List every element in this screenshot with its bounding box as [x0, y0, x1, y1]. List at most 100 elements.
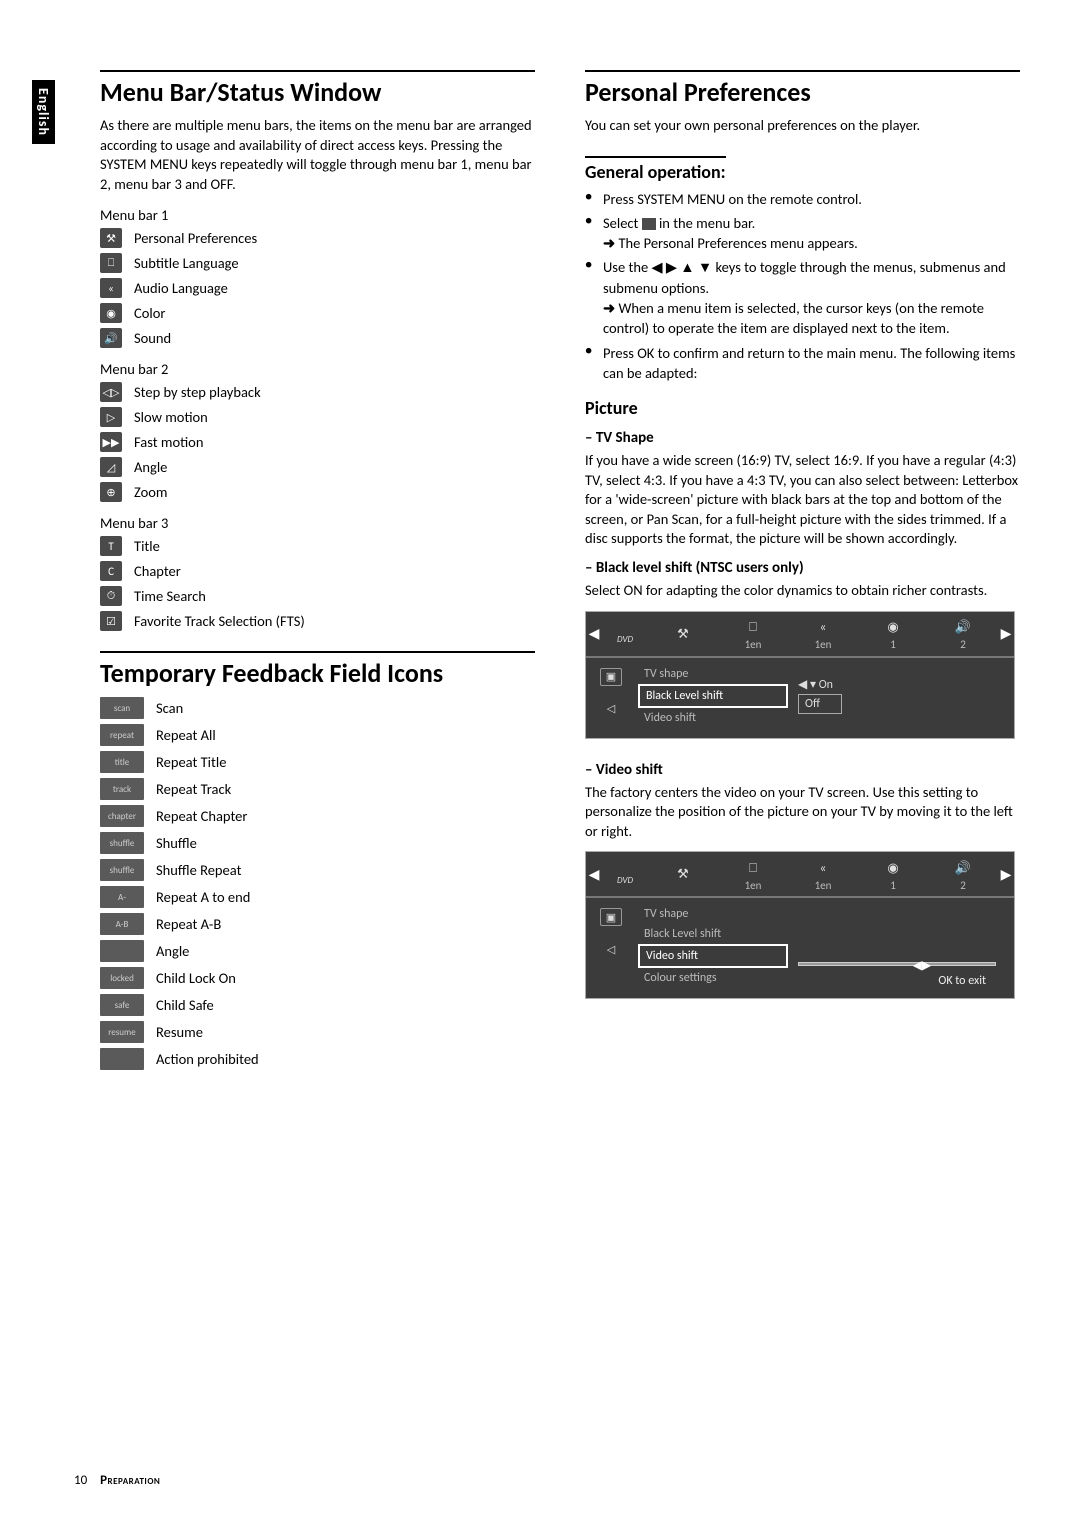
menu-label: Color — [134, 304, 165, 322]
osd-option: TV shape — [638, 664, 788, 684]
list-item: ◁▷ Step by step playback — [100, 382, 535, 402]
menu-icon: A- — [100, 886, 144, 908]
menu-label: Repeat Chapter — [156, 807, 247, 825]
osd-option-selected: Video shift — [638, 944, 788, 968]
menu-label: Favorite Track Selection (FTS) — [134, 612, 305, 630]
osd-slider-thumb: ◀▶ — [913, 958, 931, 973]
osd-top-label: 1 — [890, 638, 896, 651]
menu-icon — [100, 1048, 144, 1070]
menu-label: Shuffle Repeat — [156, 861, 241, 879]
menu-icon: T — [100, 536, 122, 556]
osd-option: Colour settings — [638, 968, 788, 988]
menu-label: Slow motion — [134, 408, 208, 426]
osd-top-label: 2 — [960, 638, 966, 651]
menu-icon: shuffle — [100, 859, 144, 881]
osd-top-icon: ⚒ — [648, 627, 718, 642]
list-item: shuffle Shuffle Repeat — [100, 859, 535, 881]
list-item: T Title — [100, 536, 535, 556]
list-item: ◉Color — [100, 303, 535, 323]
video-shift-body: The factory centers the video on your TV… — [585, 783, 1020, 842]
menu-label: Angle — [134, 458, 167, 476]
list-item: ⎕Subtitle Language — [100, 253, 535, 273]
osd-option: TV shape — [638, 904, 788, 924]
list-item: 🔊Sound — [100, 328, 535, 348]
menu-label: Audio Language — [134, 279, 228, 297]
bullet-2: Select in the menu bar. The Personal Pre… — [585, 213, 1020, 254]
osd-nav-right-icon: ▶ — [998, 866, 1014, 883]
menu-icon: repeat — [100, 724, 144, 746]
list-item: repeat Repeat All — [100, 724, 535, 746]
menu-label: Action prohibited — [156, 1050, 259, 1068]
list-item: A-Repeat A to end — [100, 886, 535, 908]
osd-option-selected: Black Level shift — [638, 684, 788, 708]
list-item: scanScan — [100, 697, 535, 719]
osd-ok-exit: OK to exit — [798, 974, 1006, 988]
osd-top-icon: ◉ — [858, 620, 928, 635]
osd-left-icon: ◁ — [600, 940, 622, 958]
menu-icon: C — [100, 561, 122, 581]
menu-label: Child Lock On — [156, 969, 236, 987]
heading-menu-bar: Menu Bar/Status Window — [100, 70, 535, 108]
osd-option: Video shift — [638, 708, 788, 728]
bullet-1: Press SYSTEM MENU on the remote control. — [585, 189, 1020, 209]
menu-icon: chapter — [100, 805, 144, 827]
list-item: ▶▶Fast motion — [100, 432, 535, 452]
picture-head: Picture — [585, 397, 1020, 419]
menu-label: Repeat A-B — [156, 915, 221, 933]
pp-intro: You can set your own personal preference… — [585, 116, 1020, 136]
menubar3-label: Menu bar 3 — [100, 514, 535, 532]
menu-label: Personal Preferences — [134, 229, 257, 247]
intro-text: As there are multiple menu bars, the ite… — [100, 116, 535, 194]
menu-label: Step by step playback — [134, 383, 261, 401]
list-item: chapter Repeat Chapter — [100, 805, 535, 827]
menu-icon: ⊕ — [100, 482, 122, 502]
osd-left-icon: ▣ — [600, 908, 622, 926]
osd-video-shift: ◀ DVD ⚒ ⎕1en «1en ◉1 🔊2 ▶ ▣ ◁ TV shape B… — [585, 851, 1015, 999]
menu-icon: ⏱ — [100, 586, 122, 606]
page-section-label: Preparation — [100, 1473, 160, 1488]
menu-label: Title — [134, 537, 160, 555]
menu-icon: resume — [100, 1021, 144, 1043]
list-item: ⚒Personal Preferences — [100, 228, 535, 248]
arrow-2: The Personal Preferences menu appears. — [603, 233, 1020, 253]
osd-left-icon: ▣ — [600, 668, 622, 686]
osd-top-icon: ◉ — [858, 861, 928, 876]
osd-top-icon: ⎕ — [718, 620, 788, 635]
menu-label: Repeat All — [156, 726, 216, 744]
menubar2-label: Menu bar 2 — [100, 360, 535, 378]
black-level-body: Select ON for adapting the color dynamic… — [585, 581, 1020, 601]
osd-top-icon: ⎕ — [718, 861, 788, 876]
osd-nav-left-icon: ◀ — [586, 866, 602, 883]
osd-top-icon: « — [788, 620, 858, 635]
menu-icon: « — [100, 278, 122, 298]
heading-personal-prefs: Personal Preferences — [585, 70, 1020, 108]
osd-top-icon: 🔊 — [928, 861, 998, 876]
osd-slider: ◀▶ — [798, 962, 996, 966]
menu-label: Scan — [156, 699, 183, 717]
osd-top-label: 1en — [815, 638, 832, 651]
list-item: ◿Angle — [100, 457, 535, 477]
osd-top-label: 1en — [745, 879, 762, 892]
osd-value-off: Off — [798, 694, 842, 714]
menu-label: Zoom — [134, 483, 167, 501]
bullet-3: Use the ◀ ▶ ▲ ▼ keys to toggle through t… — [585, 257, 1020, 338]
list-item: safeChild Safe — [100, 994, 535, 1016]
menu-icon: ◁▷ — [100, 382, 122, 402]
arrow-3: When a menu item is selected, the cursor… — [603, 298, 1020, 339]
list-item: Action prohibited — [100, 1048, 535, 1070]
menu-label: Resume — [156, 1023, 203, 1041]
bullet-4: Press OK to confirm and return to the ma… — [585, 343, 1020, 384]
osd-nav-right-icon: ▶ — [998, 625, 1014, 642]
list-item: trackRepeat Track — [100, 778, 535, 800]
list-item: shuffleShuffle — [100, 832, 535, 854]
general-operation-head: General operation: — [585, 156, 726, 183]
language-tab: English — [32, 80, 55, 144]
list-item: lockedChild Lock On — [100, 967, 535, 989]
bullet-2a: Select — [603, 214, 642, 232]
right-column: Personal Preferences You can set your ow… — [585, 70, 1020, 1075]
osd-value-on: ◀ ▾ On — [798, 677, 1006, 692]
osd-top-icon: 🔊 — [928, 620, 998, 635]
list-item: titleRepeat Title — [100, 751, 535, 773]
menu-label: Repeat Track — [156, 780, 231, 798]
osd-top-label: 1en — [815, 879, 832, 892]
